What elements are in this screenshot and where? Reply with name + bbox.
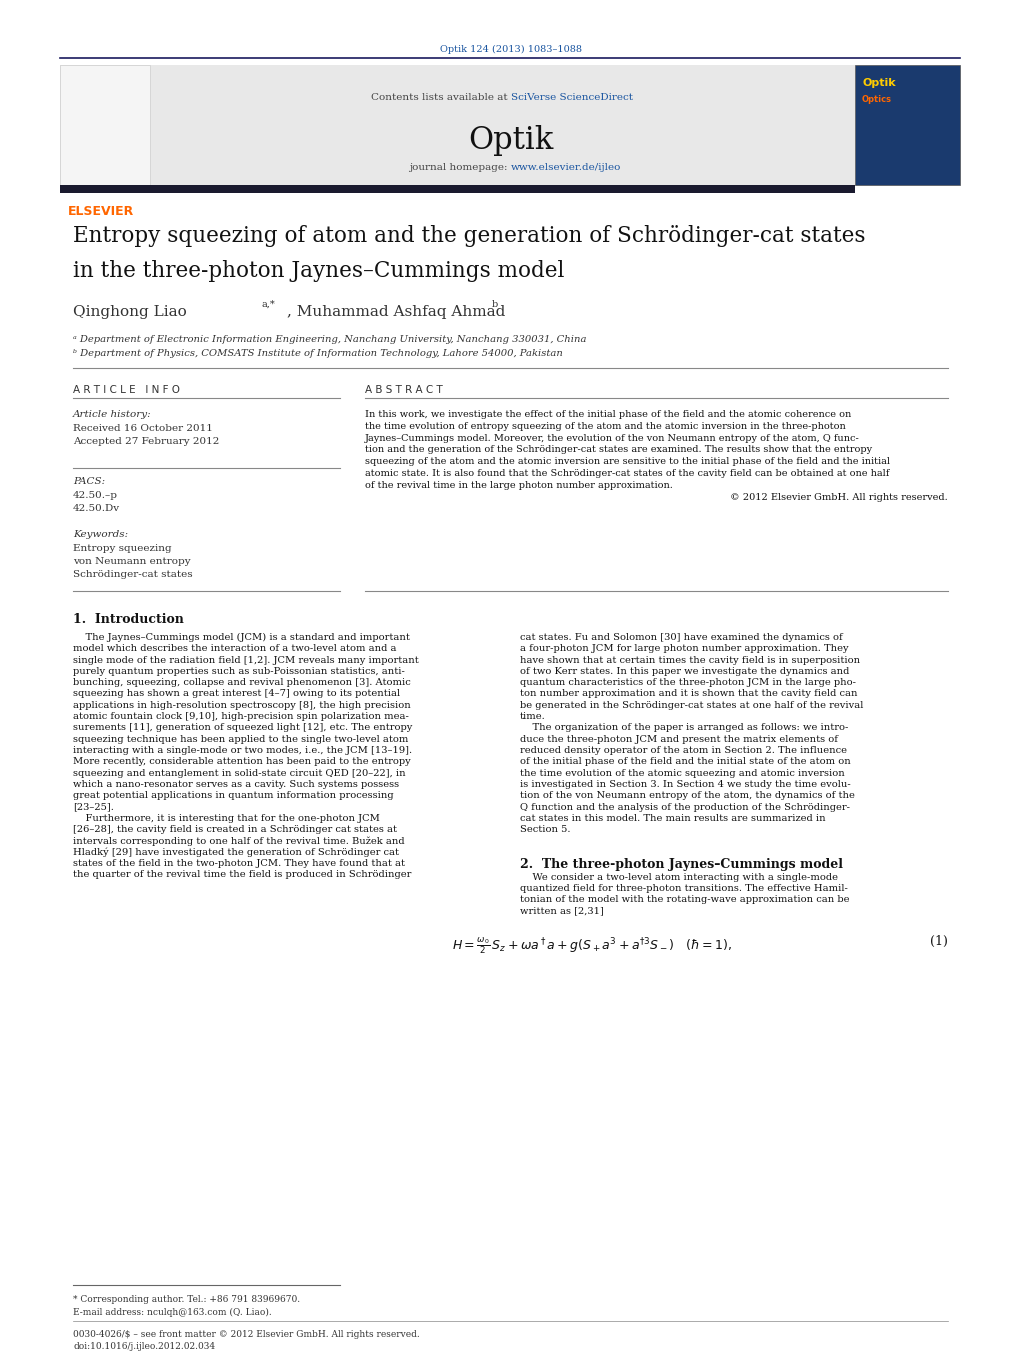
Text: www.elsevier.de/ijleo: www.elsevier.de/ijleo — [510, 163, 621, 172]
Text: squeezing technique has been applied to the single two-level atom: squeezing technique has been applied to … — [72, 735, 408, 743]
Text: the time evolution of entropy squeezing of the atom and the atomic inversion in : the time evolution of entropy squeezing … — [364, 422, 845, 431]
Text: Optik 124 (2013) 1083–1088: Optik 124 (2013) 1083–1088 — [439, 45, 582, 54]
Text: states of the field in the two-photon JCM. They have found that at: states of the field in the two-photon JC… — [72, 859, 405, 867]
Text: have shown that at certain times the cavity field is in superposition: have shown that at certain times the cav… — [520, 655, 860, 665]
Text: of two Kerr states. In this paper we investigate the dynamics and: of two Kerr states. In this paper we inv… — [520, 667, 849, 676]
Text: model which describes the interaction of a two-level atom and a: model which describes the interaction of… — [72, 644, 396, 654]
Bar — [60, 185, 855, 193]
Text: squeezing and entanglement in solid-state circuit QED [20–22], in: squeezing and entanglement in solid-stat… — [72, 769, 405, 778]
Text: Optik: Optik — [862, 78, 895, 88]
Text: Contents lists available at: Contents lists available at — [371, 93, 510, 101]
Text: atomic state. It is also found that the Schrödinger-cat states of the cavity fie: atomic state. It is also found that the … — [364, 469, 889, 478]
Text: A R T I C L E   I N F O: A R T I C L E I N F O — [72, 385, 180, 394]
Text: Qinghong Liao: Qinghong Liao — [72, 305, 187, 319]
Text: a four-photon JCM for large photon number approximation. They: a four-photon JCM for large photon numbe… — [520, 644, 848, 654]
Text: Hladký [29] have investigated the generation of Schrödinger cat: Hladký [29] have investigated the genera… — [72, 847, 399, 857]
Text: duce the three-photon JCM and present the matrix elements of: duce the three-photon JCM and present th… — [520, 735, 838, 743]
Text: of the initial phase of the field and the initial state of the atom on: of the initial phase of the field and th… — [520, 758, 850, 766]
Text: Optics: Optics — [862, 95, 892, 104]
Text: intervals corresponding to one half of the revival time. Bužek and: intervals corresponding to one half of t… — [72, 836, 404, 846]
Text: single mode of the radiation field [1,2]. JCM reveals many important: single mode of the radiation field [1,2]… — [72, 655, 419, 665]
Text: Article history:: Article history: — [72, 409, 152, 419]
Text: interacting with a single-mode or two modes, i.e., the JCM [13–19].: interacting with a single-mode or two mo… — [72, 746, 412, 755]
Text: of the revival time in the large photon number approximation.: of the revival time in the large photon … — [364, 481, 673, 490]
Text: written as [2,31]: written as [2,31] — [520, 907, 603, 916]
Text: We consider a two-level atom interacting with a single-mode: We consider a two-level atom interacting… — [520, 873, 838, 882]
Text: The Jaynes–Cummings model (JCM) is a standard and important: The Jaynes–Cummings model (JCM) is a sta… — [72, 634, 409, 642]
Text: the time evolution of the atomic squeezing and atomic inversion: the time evolution of the atomic squeezi… — [520, 769, 844, 778]
Text: Received 16 October 2011: Received 16 October 2011 — [72, 424, 212, 434]
Text: quantized field for three-photon transitions. The effective Hamil-: quantized field for three-photon transit… — [520, 884, 847, 893]
Text: in the three-photon Jaynes–Cummings model: in the three-photon Jaynes–Cummings mode… — [72, 259, 565, 282]
Text: 0030-4026/$ – see front matter © 2012 Elsevier GmbH. All rights reserved.: 0030-4026/$ – see front matter © 2012 El… — [72, 1329, 420, 1339]
Text: surements [11], generation of squeezed light [12], etc. The entropy: surements [11], generation of squeezed l… — [72, 723, 412, 732]
Text: ᵃ Department of Electronic Information Engineering, Nanchang University, Nanchan: ᵃ Department of Electronic Information E… — [72, 335, 586, 345]
Text: great potential applications in quantum information processing: great potential applications in quantum … — [72, 792, 394, 800]
Text: tion and the generation of the Schrödinger-cat states are examined. The results : tion and the generation of the Schröding… — [364, 446, 872, 454]
Text: * Corresponding author. Tel.: +86 791 83969670.: * Corresponding author. Tel.: +86 791 83… — [72, 1296, 300, 1304]
Bar — [60, 65, 150, 185]
Text: atomic fountain clock [9,10], high-precision spin polarization mea-: atomic fountain clock [9,10], high-preci… — [72, 712, 408, 721]
Text: More recently, considerable attention has been paid to the entropy: More recently, considerable attention ha… — [72, 758, 410, 766]
Text: [23–25].: [23–25]. — [72, 802, 114, 812]
Text: ELSEVIER: ELSEVIER — [68, 205, 134, 218]
Text: (1): (1) — [930, 935, 949, 948]
Text: is investigated in Section 3. In Section 4 we study the time evolu-: is investigated in Section 3. In Section… — [520, 780, 850, 789]
Text: A B S T R A C T: A B S T R A C T — [364, 385, 443, 394]
Text: quantum characteristics of the three-photon JCM in the large pho-: quantum characteristics of the three-pho… — [520, 678, 856, 688]
Text: cat states in this model. The main results are summarized in: cat states in this model. The main resul… — [520, 813, 826, 823]
Text: Entropy squeezing of atom and the generation of Schrödinger-cat states: Entropy squeezing of atom and the genera… — [72, 226, 866, 247]
Text: In this work, we investigate the effect of the initial phase of the field and th: In this work, we investigate the effect … — [364, 409, 852, 419]
Text: , Muhammad Ashfaq Ahmad: , Muhammad Ashfaq Ahmad — [287, 305, 505, 319]
Text: applications in high-resolution spectroscopy [8], the high precision: applications in high-resolution spectros… — [72, 701, 410, 709]
Text: doi:10.1016/j.ijleo.2012.02.034: doi:10.1016/j.ijleo.2012.02.034 — [72, 1342, 215, 1351]
Text: Q function and the analysis of the production of the Schrödinger-: Q function and the analysis of the produ… — [520, 802, 850, 812]
Text: tonian of the model with the rotating-wave approximation can be: tonian of the model with the rotating-wa… — [520, 896, 849, 904]
Text: journal homepage:: journal homepage: — [408, 163, 510, 172]
Text: PACS:: PACS: — [72, 477, 105, 486]
Text: Entropy squeezing: Entropy squeezing — [72, 544, 172, 553]
Text: b: b — [491, 300, 498, 309]
Text: squeezing has shown a great interest [4–7] owing to its potential: squeezing has shown a great interest [4–… — [72, 689, 400, 698]
Text: © 2012 Elsevier GmbH. All rights reserved.: © 2012 Elsevier GmbH. All rights reserve… — [730, 493, 949, 501]
Text: $H = \frac{\omega_0}{2}\,S_z + \omega a^\dagger a + g(S_+a^3 + a^{\dagger 3}S_-): $H = \frac{\omega_0}{2}\,S_z + \omega a^… — [452, 935, 732, 955]
Text: E-mail address: nculqh@163.com (Q. Liao).: E-mail address: nculqh@163.com (Q. Liao)… — [72, 1308, 272, 1317]
Text: ton number approximation and it is shown that the cavity field can: ton number approximation and it is shown… — [520, 689, 858, 698]
Text: be generated in the Schrödinger-cat states at one half of the revival: be generated in the Schrödinger-cat stat… — [520, 701, 864, 709]
Text: Optik: Optik — [468, 126, 553, 155]
Text: SciVerse ScienceDirect: SciVerse ScienceDirect — [510, 93, 632, 101]
Text: squeezing of the atom and the atomic inversion are sensitive to the initial phas: squeezing of the atom and the atomic inv… — [364, 457, 890, 466]
Text: time.: time. — [520, 712, 546, 721]
Text: 42.50.Dv: 42.50.Dv — [72, 504, 120, 513]
Text: Accepted 27 February 2012: Accepted 27 February 2012 — [72, 436, 220, 446]
Text: reduced density operator of the atom in Section 2. The influence: reduced density operator of the atom in … — [520, 746, 847, 755]
Text: which a nano-resonator serves as a cavity. Such systems possess: which a nano-resonator serves as a cavit… — [72, 780, 399, 789]
Text: Furthermore, it is interesting that for the one-photon JCM: Furthermore, it is interesting that for … — [72, 813, 380, 823]
Text: 42.50.–p: 42.50.–p — [72, 490, 118, 500]
Text: Section 5.: Section 5. — [520, 825, 571, 834]
Text: von Neumann entropy: von Neumann entropy — [72, 557, 191, 566]
Text: 2.  The three-photon Jaynes–Cummings model: 2. The three-photon Jaynes–Cummings mode… — [520, 858, 843, 870]
Text: Keywords:: Keywords: — [72, 530, 128, 539]
Text: [26–28], the cavity field is created in a Schrödinger cat states at: [26–28], the cavity field is created in … — [72, 825, 397, 834]
Text: the quarter of the revival time the field is produced in Schrödinger: the quarter of the revival time the fiel… — [72, 870, 411, 880]
Text: Jaynes–Cummings model. Moreover, the evolution of the von Neumann entropy of the: Jaynes–Cummings model. Moreover, the evo… — [364, 434, 860, 443]
Text: The organization of the paper is arranged as follows: we intro-: The organization of the paper is arrange… — [520, 723, 848, 732]
Text: purely quantum properties such as sub-Poissonian statistics, anti-: purely quantum properties such as sub-Po… — [72, 667, 405, 676]
Text: ᵇ Department of Physics, COMSATS Institute of Information Technology, Lahore 540: ᵇ Department of Physics, COMSATS Institu… — [72, 349, 563, 358]
Text: a,*: a,* — [261, 300, 276, 309]
Text: tion of the von Neumann entropy of the atom, the dynamics of the: tion of the von Neumann entropy of the a… — [520, 792, 855, 800]
Bar — [855, 65, 960, 185]
Text: cat states. Fu and Solomon [30] have examined the dynamics of: cat states. Fu and Solomon [30] have exa… — [520, 634, 842, 642]
Bar — [60, 65, 855, 185]
Text: Schrödinger-cat states: Schrödinger-cat states — [72, 570, 193, 580]
Text: 1.  Introduction: 1. Introduction — [72, 613, 184, 626]
Text: bunching, squeezing, collapse and revival phenomenon [3]. Atomic: bunching, squeezing, collapse and reviva… — [72, 678, 410, 688]
